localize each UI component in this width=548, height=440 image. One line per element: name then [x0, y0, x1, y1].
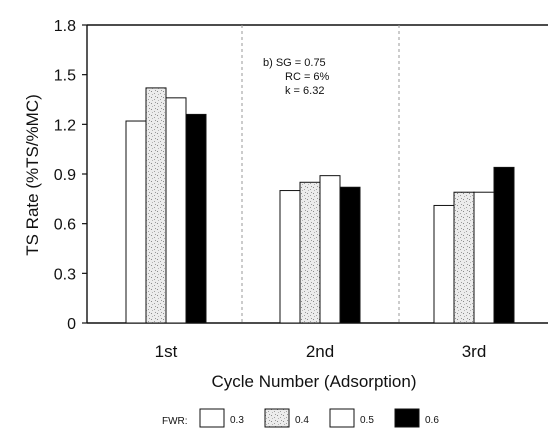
- legend-label: 0.4: [295, 415, 309, 426]
- legend: FWR: 0.3 0.4 0.5 0.6: [162, 408, 439, 428]
- bar: [145, 87, 167, 324]
- x-axis-ticks: 1st 2nd 3rd: [155, 342, 487, 361]
- y-tick-label: 1.2: [54, 117, 76, 134]
- annotation-line: b) SG = 0.75: [263, 57, 326, 69]
- legend-title: FWR:: [162, 416, 188, 427]
- y-tick-label: 0.6: [54, 217, 76, 234]
- legend-swatch: [329, 408, 355, 428]
- legend-swatch: [264, 408, 290, 428]
- y-tick-label: 1.8: [54, 18, 76, 35]
- bar: [125, 120, 147, 324]
- annotation-line: RC = 6%: [285, 71, 330, 83]
- bar: [453, 191, 475, 324]
- parameter-annotation: b) SG = 0.75 RC = 6% k = 6.32: [263, 57, 330, 97]
- x-axis-label: Cycle Number (Adsorption): [211, 372, 416, 391]
- legend-label: 0.6: [425, 415, 439, 426]
- annotation-line: k = 6.32: [285, 85, 324, 97]
- bar: [299, 181, 321, 324]
- y-tick-label: 1.5: [54, 68, 76, 85]
- bar: [279, 190, 301, 324]
- bar: [473, 191, 495, 324]
- x-tick-label: 1st: [155, 342, 178, 361]
- bar: [339, 186, 361, 324]
- bar: [319, 175, 341, 324]
- bar: [433, 204, 455, 324]
- x-tick-label: 2nd: [306, 342, 334, 361]
- y-axis-ticks: 0 0.3 0.6 0.9 1.2 1.5 1.8: [54, 18, 87, 333]
- legend-swatch: [199, 408, 225, 428]
- y-tick-label: 0.3: [54, 266, 76, 283]
- y-tick-label: 0: [67, 316, 76, 333]
- bar: [493, 166, 515, 324]
- legend-swatch: [394, 408, 420, 428]
- x-tick-label: 3rd: [462, 342, 487, 361]
- legend-label: 0.5: [360, 415, 374, 426]
- y-tick-label: 0.9: [54, 167, 76, 184]
- legend-label: 0.3: [230, 415, 244, 426]
- bars: [125, 87, 515, 324]
- category-separators: [241, 25, 400, 323]
- bar: [165, 97, 187, 324]
- bar: [185, 113, 207, 324]
- y-axis-label: TS Rate (%TS/%MC): [23, 94, 42, 256]
